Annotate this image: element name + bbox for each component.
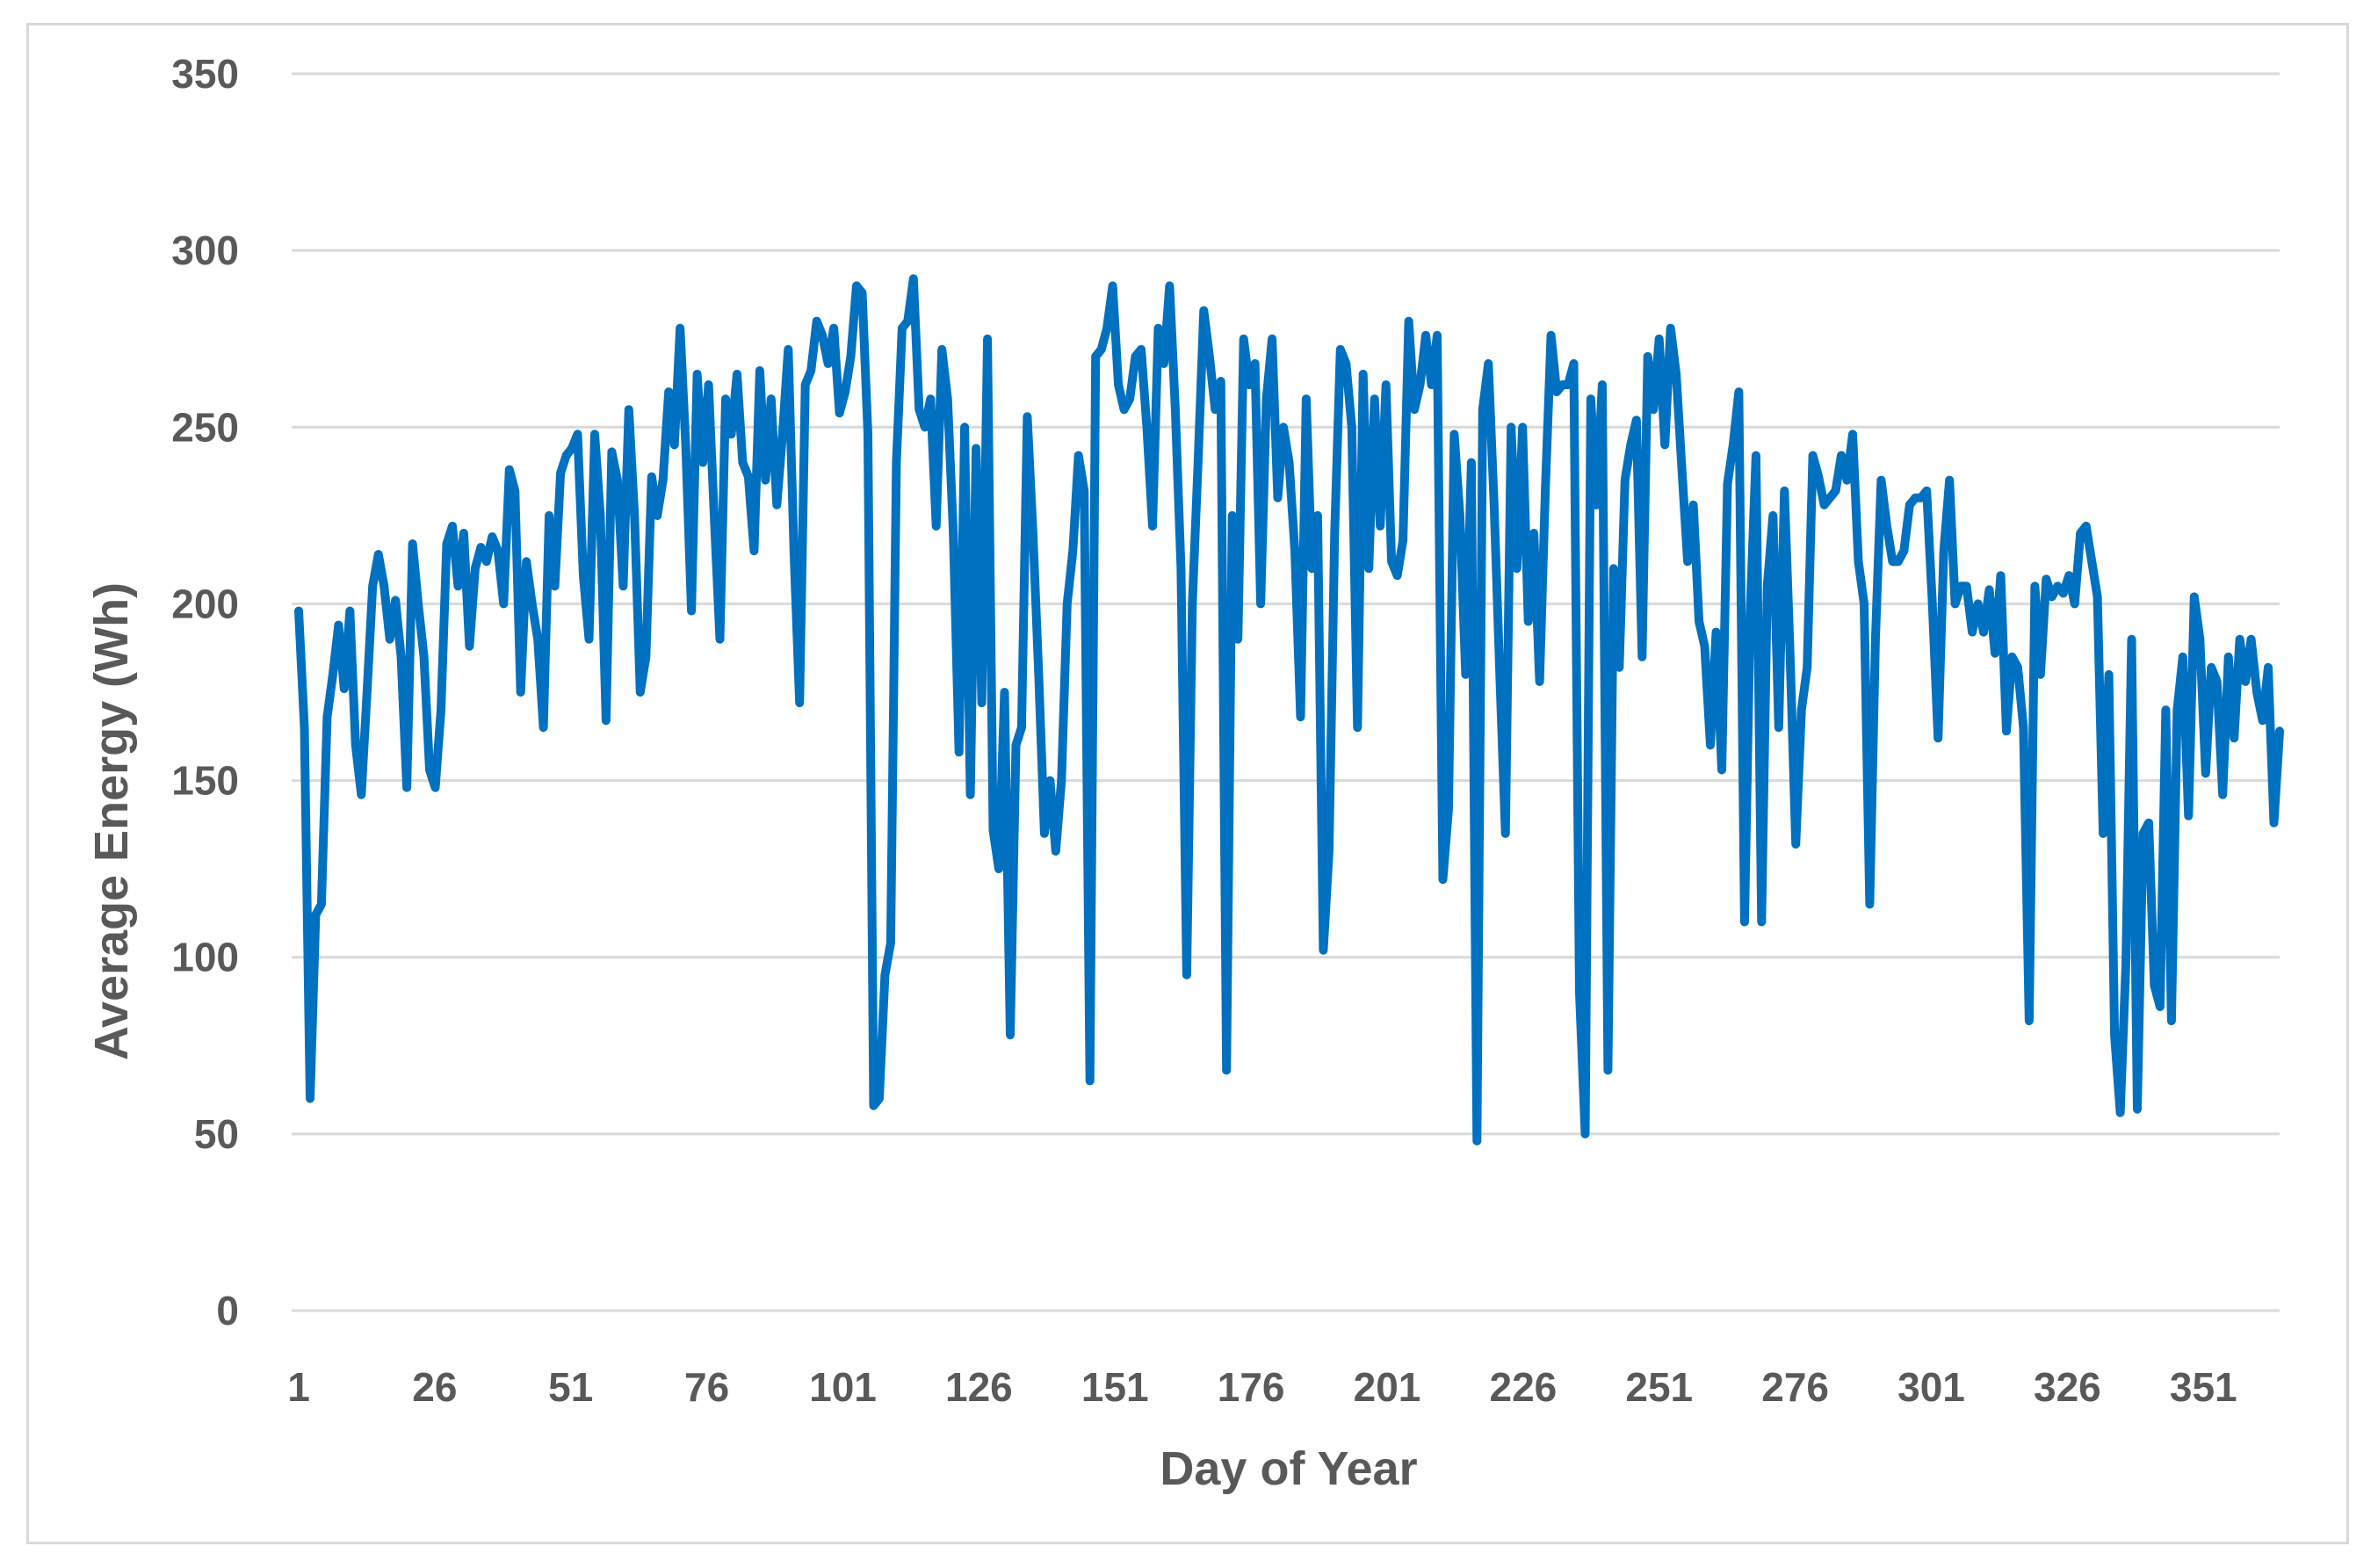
series-layer bbox=[294, 274, 2284, 1145]
x-axis-tick-labels: 1 26 51 76 101 126 151 176 201 226 251 276 301 326 351 bbox=[287, 1364, 2237, 1410]
x-tick-label: 1 bbox=[287, 1364, 310, 1410]
x-tick-label: 126 bbox=[945, 1364, 1013, 1410]
y-tick-label: 100 bbox=[171, 935, 239, 980]
x-tick-label: 351 bbox=[2170, 1364, 2237, 1410]
y-tick-label: 150 bbox=[171, 758, 239, 804]
x-tick-label: 201 bbox=[1354, 1364, 1421, 1410]
x-tick-label: 26 bbox=[412, 1364, 457, 1410]
x-tick-label: 151 bbox=[1081, 1364, 1149, 1410]
x-tick-label: 251 bbox=[1625, 1364, 1693, 1410]
x-tick-label: 176 bbox=[1218, 1364, 1285, 1410]
gridlines bbox=[292, 72, 2280, 1312]
y-tick-label: 200 bbox=[171, 581, 239, 626]
y-tick-label: 250 bbox=[171, 404, 239, 450]
x-axis-title: Day of Year bbox=[1160, 1442, 1417, 1495]
x-tick-label: 51 bbox=[548, 1364, 593, 1410]
y-axis-title: Average Energy (Wh) bbox=[85, 582, 138, 1060]
y-tick-label: 300 bbox=[171, 228, 239, 273]
y-tick-label: 50 bbox=[194, 1111, 239, 1157]
x-tick-label: 276 bbox=[1761, 1364, 1829, 1410]
x-tick-label: 301 bbox=[1897, 1364, 1965, 1410]
y-tick-label: 0 bbox=[216, 1288, 239, 1333]
y-axis-tick-labels: 0 50 100 150 200 250 300 350 bbox=[171, 51, 239, 1333]
x-tick-label: 76 bbox=[684, 1364, 729, 1410]
x-tick-label: 226 bbox=[1490, 1364, 1558, 1410]
x-tick-label: 101 bbox=[809, 1364, 877, 1410]
x-tick-label: 326 bbox=[2034, 1364, 2101, 1410]
y-tick-label: 350 bbox=[171, 51, 239, 97]
series-line-0 bbox=[294, 274, 2284, 1145]
